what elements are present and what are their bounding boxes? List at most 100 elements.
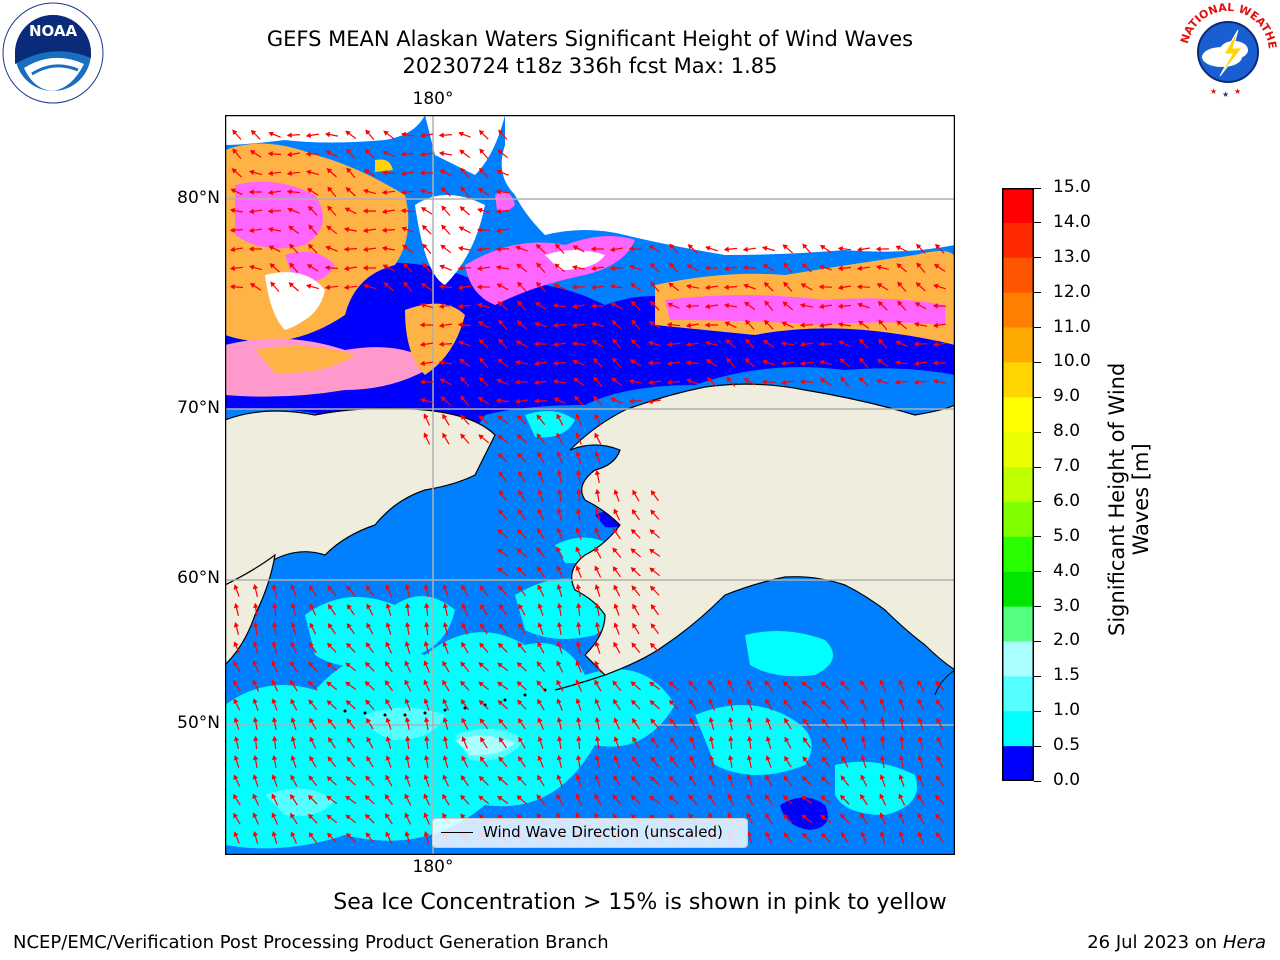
wave-arrow-head — [649, 681, 655, 687]
wave-arrow-head — [477, 302, 483, 309]
land-siberia — [225, 407, 496, 586]
colorbar-tick-label: 5.0 — [1053, 525, 1081, 546]
wave-arrow-head — [248, 264, 255, 270]
wave-arrow-head — [879, 679, 885, 686]
wave-arrow-head — [385, 584, 391, 590]
wave-arrow-head — [343, 265, 350, 272]
wave-arrow-head — [745, 319, 751, 326]
wave-arrow-head — [649, 529, 655, 535]
wave-arrow-head — [442, 716, 448, 723]
wave-arrow-head — [556, 565, 562, 572]
wave-arrow-head — [536, 566, 542, 572]
colorbar-tick-label: 1.0 — [1053, 700, 1081, 721]
wave-arrow-head — [478, 814, 484, 820]
land-kamchatka — [225, 553, 276, 666]
wave-arrow-head — [289, 679, 295, 686]
wave-arrow-head — [460, 680, 466, 687]
wave-arrow-head — [516, 814, 523, 820]
wave-arrow-head — [478, 338, 485, 345]
wave-arrow-head — [761, 379, 767, 385]
wave-arrow-head — [628, 246, 634, 252]
wave-arrow-head — [800, 283, 807, 289]
wave-arrow-head — [343, 284, 350, 290]
wave-arrow-head — [478, 434, 484, 440]
wave-arrow-head — [423, 583, 430, 590]
wave-arrow-head — [272, 735, 278, 742]
wave-arrow-head — [556, 621, 563, 628]
wave-arrow-head — [479, 642, 485, 649]
wave-arrow-head — [802, 243, 808, 249]
wave-arrow-head — [478, 699, 485, 706]
wave-arrow-head — [880, 735, 886, 742]
colorbar-tick-mark — [1034, 675, 1041, 677]
wave-arrow-head — [345, 832, 352, 839]
wave-arrow-head — [708, 793, 714, 800]
wave-arrow-head — [438, 150, 445, 157]
wave-arrow-head — [649, 814, 655, 820]
wave-arrow-head — [746, 679, 752, 686]
wave-arrow-head — [629, 359, 636, 365]
wave-arrow-head — [307, 243, 314, 250]
wave-arrow-head — [290, 831, 296, 837]
colorbar-tick-mark — [1034, 536, 1041, 538]
wave-arrow-head — [629, 264, 635, 270]
wave-arrow-head — [253, 602, 259, 609]
wave-arrow-head — [649, 795, 655, 801]
wave-arrow-head — [745, 338, 751, 344]
wave-arrow-head — [784, 755, 790, 762]
wave-arrow-head — [533, 379, 540, 386]
wave-arrow-head — [535, 243, 542, 250]
wave-arrow-head — [764, 300, 770, 306]
wave-arrow-head — [613, 774, 618, 781]
wave-arrow-head — [400, 170, 407, 177]
colorbar-tick-mark — [1034, 431, 1041, 433]
wave-arrow-head — [898, 754, 905, 761]
wave-arrow-head — [365, 642, 371, 648]
wave-arrow-head — [423, 679, 429, 686]
wave-arrow-head — [400, 189, 407, 195]
colorbar-tick-mark — [1034, 780, 1041, 782]
wave-arrow-head — [747, 735, 753, 742]
wave-arrow-head — [819, 264, 825, 270]
wave-arrow-head — [327, 205, 333, 212]
colorbar-band — [1002, 222, 1034, 259]
wave-arrow-head — [744, 301, 750, 307]
wave-arrow-head — [894, 360, 901, 366]
wave-arrow-head — [782, 301, 788, 307]
wave-arrow-head — [878, 338, 884, 345]
wave-arrow-head — [385, 774, 391, 781]
wave-arrow-head — [252, 812, 258, 818]
wave-arrow-head — [345, 681, 351, 687]
wave-arrow-head — [837, 284, 844, 291]
wave-arrow-head — [229, 246, 236, 253]
wave-arrow-head — [556, 546, 562, 553]
wave-arrow-head — [612, 680, 618, 686]
wave-arrow-head — [248, 246, 254, 252]
wave-arrow-head — [802, 756, 808, 762]
wave-arrow-head — [783, 832, 789, 838]
footer-date: 26 Jul 2023 on — [1087, 932, 1223, 953]
wave-arrow-head — [345, 662, 351, 668]
wave-arrow-head — [442, 641, 448, 647]
wave-arrow-head — [575, 660, 581, 666]
wave-arrow-head — [327, 642, 333, 649]
wave-arrow-head — [630, 548, 636, 554]
wave-arrow-head — [515, 245, 521, 251]
wave-arrow-head — [308, 699, 314, 705]
wave-arrow-head — [728, 716, 734, 723]
lon-label-top: 180° — [412, 89, 454, 109]
wave-arrow-head — [478, 681, 484, 687]
wave-arrow-head — [630, 282, 636, 288]
wave-arrow-head — [575, 469, 582, 476]
wave-arrow-head — [438, 132, 444, 138]
wave-arrow-head — [723, 302, 730, 309]
wave-arrow-head — [536, 661, 542, 667]
wave-arrow-head — [478, 415, 484, 421]
wave-arrow-head — [799, 302, 806, 309]
wave-arrow-head — [649, 300, 656, 307]
wave-arrow-head — [498, 129, 504, 136]
wave-arrow-head — [517, 300, 523, 307]
wave-arrow-head — [480, 736, 486, 743]
wave-arrow-head — [612, 547, 618, 553]
wave-arrow-head — [233, 774, 239, 781]
